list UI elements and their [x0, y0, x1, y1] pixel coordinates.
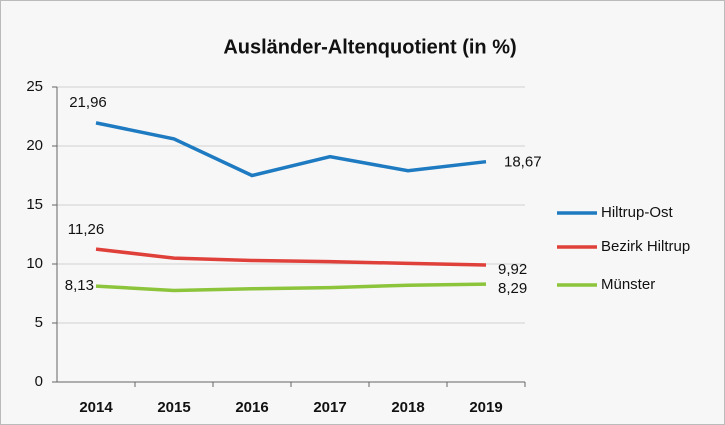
x-tick-label: 2017 — [313, 399, 346, 416]
data-label: 9,92 — [498, 261, 527, 278]
line-series — [95, 282, 487, 293]
y-tick-label: 0 — [35, 373, 43, 390]
legend-label: Bezirk Hiltrup — [601, 238, 690, 255]
x-tick-label: 2014 — [79, 399, 113, 416]
x-tick-label: 2015 — [157, 399, 190, 416]
y-tick-label: 10 — [26, 255, 43, 272]
y-tick-label: 25 — [26, 78, 43, 95]
x-tick-label: 2016 — [235, 399, 268, 416]
y-tick-label: 15 — [26, 196, 43, 213]
line-series — [95, 247, 487, 267]
legend-label: Hiltrup-Ost — [601, 204, 674, 221]
y-tick-label: 5 — [35, 314, 43, 331]
data-label: 11,26 — [68, 221, 104, 238]
data-label: 18,67 — [504, 154, 542, 171]
x-tick-label: 2018 — [391, 399, 424, 416]
data-label: 8,29 — [498, 280, 527, 297]
line-series — [95, 121, 487, 178]
y-tick-label: 20 — [26, 137, 43, 154]
legend-label: Münster — [601, 276, 655, 293]
x-tick-label: 2019 — [469, 399, 502, 416]
chart-title: Ausländer-Altenquotient (in %) — [223, 36, 516, 58]
data-label: 21,96 — [69, 94, 107, 111]
data-label: 8,13 — [65, 277, 94, 294]
